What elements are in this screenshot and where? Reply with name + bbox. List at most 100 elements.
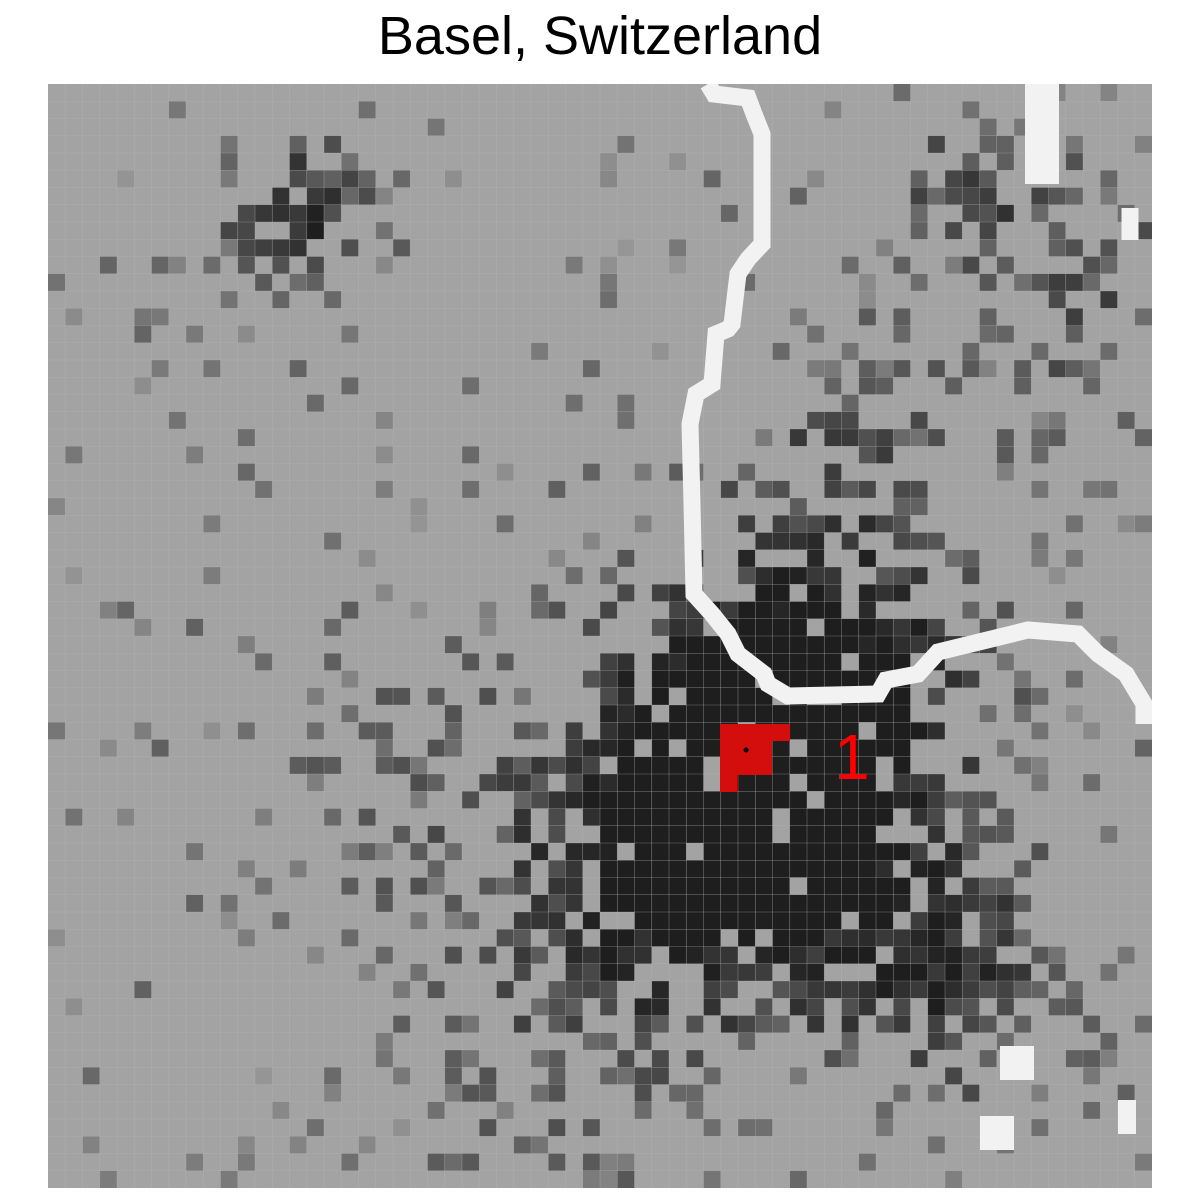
density-cell (893, 963, 911, 981)
density-cell (858, 877, 876, 895)
density-cell (651, 877, 669, 895)
density-cell (462, 377, 480, 395)
density-cell (669, 843, 687, 861)
density-cell (824, 808, 842, 826)
density-cell (858, 1153, 876, 1171)
density-cell (513, 912, 531, 930)
density-cell (858, 273, 876, 291)
density-cell (479, 1119, 497, 1137)
highlight-cell (720, 724, 790, 741)
density-cell (720, 825, 738, 843)
density-cell (703, 636, 721, 654)
density-cell (1100, 480, 1118, 498)
density-cell (427, 687, 445, 705)
density-cell (220, 912, 238, 930)
density-cell (634, 843, 652, 861)
population-grid-map: 1 (48, 84, 1152, 1188)
density-cell (893, 774, 911, 792)
density-cell (996, 653, 1014, 671)
density-cell (617, 1067, 635, 1085)
density-cell (582, 1119, 600, 1137)
density-cell (375, 739, 393, 757)
density-cell (824, 981, 842, 999)
density-cell (807, 998, 825, 1016)
density-cell (996, 446, 1014, 464)
density-cell (927, 912, 945, 930)
density-cell (876, 1119, 894, 1137)
density-cell (651, 860, 669, 878)
density-cell (462, 791, 480, 809)
density-cell (789, 998, 807, 1016)
density-cell (910, 187, 928, 205)
density-cell (582, 618, 600, 636)
density-cell (548, 877, 566, 895)
density-cell (807, 601, 825, 619)
density-cell (789, 843, 807, 861)
density-cell (1100, 170, 1118, 188)
density-cell (1031, 342, 1049, 360)
density-cell (669, 239, 687, 257)
density-cell (738, 515, 756, 533)
density-cell (807, 360, 825, 378)
density-cell (755, 843, 773, 861)
density-cell (565, 877, 583, 895)
density-cell (600, 929, 618, 947)
density-cell (703, 894, 721, 912)
density-cell (65, 308, 83, 326)
density-cell (789, 1170, 807, 1188)
density-cell (48, 722, 66, 740)
highlight-cell (720, 775, 737, 792)
density-cell (600, 653, 618, 671)
density-cell (962, 170, 980, 188)
density-cell (876, 877, 894, 895)
density-cell (945, 549, 963, 567)
density-cell (910, 222, 928, 240)
density-cell (358, 1136, 376, 1154)
density-cell (755, 791, 773, 809)
density-cell (341, 843, 359, 861)
density-cell (306, 946, 324, 964)
density-cell (1048, 411, 1066, 429)
density-cell (444, 1084, 462, 1102)
density-cell (893, 981, 911, 999)
density-cell (876, 239, 894, 257)
density-cell (824, 670, 842, 688)
density-cell (703, 1170, 721, 1188)
density-cell (375, 411, 393, 429)
density-cell (324, 756, 342, 774)
density-cell (669, 860, 687, 878)
density-cell (1048, 946, 1066, 964)
density-cell (841, 981, 859, 999)
density-cell (375, 584, 393, 602)
density-cell (134, 618, 152, 636)
density-cell (306, 687, 324, 705)
density-cell (738, 463, 756, 481)
density-cell (841, 411, 859, 429)
density-cell (979, 239, 997, 257)
density-cell (548, 825, 566, 843)
density-cell (996, 204, 1014, 222)
density-cell (841, 256, 859, 274)
density-cell (945, 843, 963, 861)
density-cell (910, 791, 928, 809)
density-cell (341, 670, 359, 688)
density-cell (65, 808, 83, 826)
density-cell (186, 446, 204, 464)
density-cell (272, 204, 290, 222)
density-cell (1031, 722, 1049, 740)
density-cell (807, 912, 825, 930)
density-cell (910, 981, 928, 999)
density-cell (772, 601, 790, 619)
density-cell (755, 963, 773, 981)
density-cell (237, 929, 255, 947)
density-cell (617, 774, 635, 792)
density-cell (358, 187, 376, 205)
density-cell (720, 687, 738, 705)
density-cell (617, 808, 635, 826)
density-cell (479, 877, 497, 895)
density-cell (548, 1084, 566, 1102)
density-cell (289, 273, 307, 291)
density-cell (686, 774, 704, 792)
density-cell (824, 843, 842, 861)
density-cell (1065, 998, 1083, 1016)
